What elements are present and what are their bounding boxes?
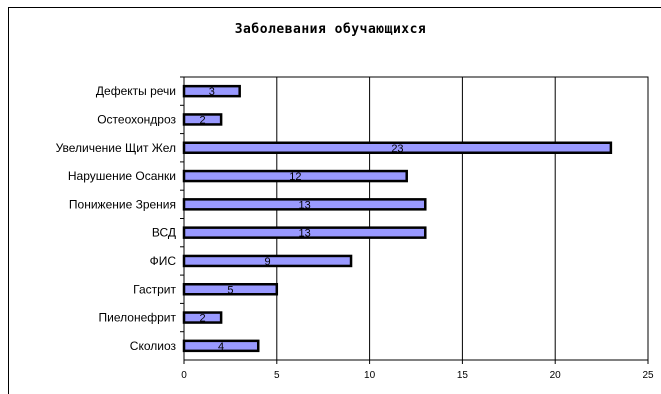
data-label-4: 13 [299, 199, 311, 211]
bar-7 [182, 283, 279, 296]
bar-5 [182, 226, 427, 239]
category-label-5: ВСД [152, 226, 176, 240]
category-label-8: Пиелонефрит [99, 311, 177, 325]
chart-frame [8, 7, 661, 394]
category-label-7: Гастрит [133, 282, 176, 296]
x-tick-label-3: 15 [457, 370, 469, 381]
data-label-9: 4 [218, 341, 224, 353]
bar-6 [182, 254, 353, 268]
category-label-9: Сколиоз [130, 339, 177, 353]
data-label-7: 5 [227, 284, 233, 296]
data-label-8: 2 [199, 313, 205, 325]
bar-4 [182, 198, 427, 211]
bar-3 [182, 169, 408, 183]
bar-9 [182, 339, 260, 353]
data-label-2: 23 [391, 143, 403, 155]
category-label-1: Остеохондроз [97, 112, 176, 126]
category-label-3: Нарушение Осанки [68, 169, 176, 183]
category-label-2: Увеличение Щит Жел [56, 141, 176, 155]
x-tick-label-1: 5 [274, 370, 280, 381]
bar-8 [182, 311, 223, 324]
chart-title: Заболевания обучающихся [234, 22, 427, 37]
data-label-5: 13 [299, 228, 311, 240]
category-label-4: Понижение Зрения [69, 197, 176, 211]
bar-2 [182, 141, 613, 154]
data-label-6: 9 [264, 256, 270, 268]
bar-1 [182, 113, 223, 126]
category-label-0: Дефекты речи [96, 84, 176, 98]
x-tick-label-2: 10 [364, 370, 376, 381]
x-tick-label-5: 25 [642, 370, 654, 381]
plot-area [183, 76, 649, 361]
bar-0 [182, 84, 241, 98]
data-label-3: 12 [289, 171, 301, 183]
x-tick-label-0: 0 [181, 370, 187, 381]
category-label-6: ФИС [150, 254, 177, 268]
data-label-0: 3 [209, 86, 215, 98]
x-tick-label-4: 20 [550, 370, 562, 381]
data-label-1: 2 [199, 114, 205, 126]
